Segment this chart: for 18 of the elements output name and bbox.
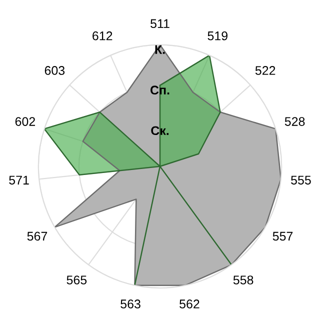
spoke-label: 602 <box>15 117 35 126</box>
spoke-label: 558 <box>233 276 254 284</box>
y-tick-label: Сп. <box>150 86 170 95</box>
y-tick-label: К. <box>155 45 165 54</box>
spoke-label: 612 <box>92 31 112 40</box>
spoke-label: 519 <box>208 31 228 40</box>
y-tick-label: Ск. <box>151 126 169 136</box>
spoke-label: 562 <box>180 300 200 308</box>
spoke-label: 563 <box>120 300 140 308</box>
spoke-label: 522 <box>255 66 276 75</box>
spoke-label: 528 <box>284 117 305 126</box>
spoke-label: 511 <box>150 19 170 28</box>
spoke-label: 603 <box>44 66 65 75</box>
spoke-label: 565 <box>66 276 87 284</box>
spoke-label: 557 <box>272 232 293 241</box>
spoke-label: 571 <box>9 176 29 185</box>
spoke-label: 567 <box>27 232 48 241</box>
spoke-label: 555 <box>291 176 311 185</box>
